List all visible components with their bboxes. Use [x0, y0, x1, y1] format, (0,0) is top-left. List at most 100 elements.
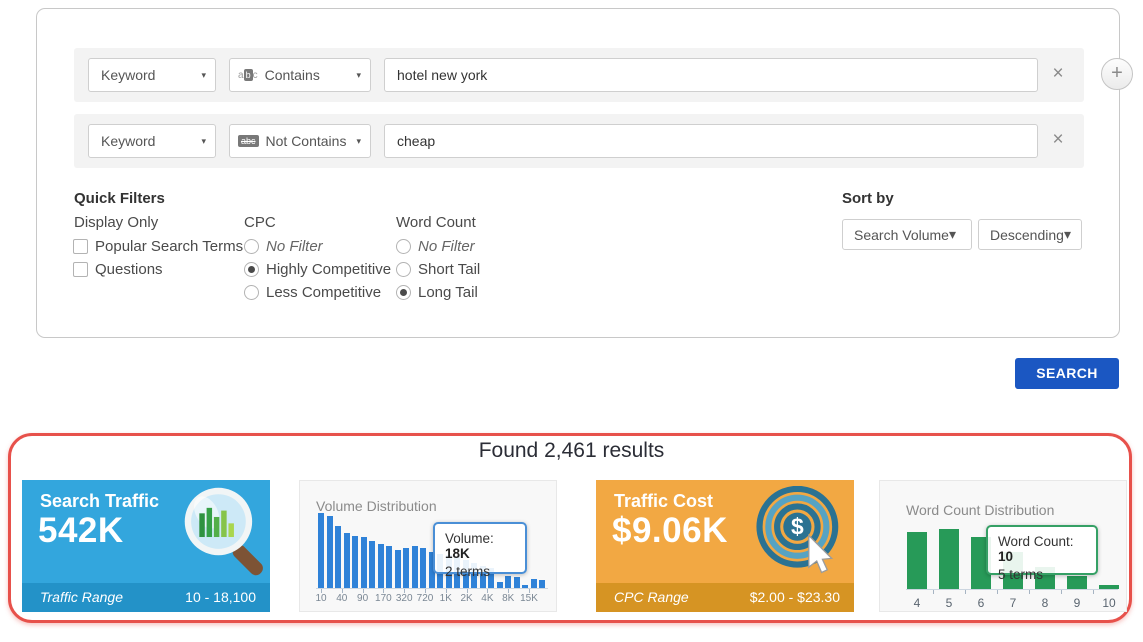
axis-tick-label: 15K: [520, 593, 538, 604]
chevron-down-icon: ▾: [356, 135, 361, 146]
histogram-bar: [539, 580, 546, 588]
axis-tick-label: 6: [977, 596, 985, 610]
keyword-filter-input[interactable]: [384, 124, 1038, 158]
traffic-cost-card: Traffic Cost $9.06K $ CPC Range $2.00 - …: [596, 480, 854, 612]
remove-filter-button[interactable]: ×: [1052, 129, 1064, 150]
search-traffic-card: Search Traffic 542K Traffic Range 10 - 1…: [22, 480, 270, 612]
card-footer: Traffic Range 10 - 18,100: [22, 583, 270, 612]
magnifier-chart-icon: [184, 487, 263, 576]
histogram-bar: [360, 537, 367, 588]
axis-tick-label: 8: [1041, 596, 1049, 610]
card-title: Search Traffic: [40, 491, 160, 511]
axis-tick-mark: [1061, 590, 1062, 594]
chevron-down-icon: ▾: [356, 69, 361, 80]
axis-tick-label: 90: [357, 593, 369, 604]
radio-icon[interactable]: [396, 238, 411, 254]
histogram-bar: [428, 552, 435, 588]
remove-filter-button[interactable]: ×: [1052, 63, 1064, 84]
filter-row: Keyword ▾ abc Contains ▾ ×: [74, 48, 1084, 102]
svg-text:$: $: [791, 514, 804, 540]
axis-tick-label: 7: [1009, 596, 1017, 610]
axis-tick-label: 4: [913, 596, 921, 610]
histogram-bar: [522, 585, 529, 588]
radio-cpc-no-filter[interactable]: No Filter: [244, 237, 323, 255]
axis-tick-mark: [445, 589, 447, 593]
search-button[interactable]: SEARCH: [1015, 358, 1119, 389]
axis-tick-mark: [383, 589, 385, 593]
radio-icon[interactable]: [396, 284, 411, 300]
histogram-bar: [488, 568, 495, 588]
checkbox-icon[interactable]: [73, 261, 88, 277]
histogram-bar: [386, 546, 393, 588]
field-select[interactable]: Keyword ▾: [88, 58, 216, 92]
search-traffic-value: 542K: [38, 511, 124, 550]
operator-select-value: Not Contains: [265, 133, 347, 149]
filter-row: Keyword ▾ abc Not Contains ▾ ×: [74, 114, 1084, 168]
radio-cpc-less-competitive[interactable]: Less Competitive: [244, 283, 381, 301]
histogram-bar: [411, 546, 418, 588]
sort-direction-select[interactable]: Descending ▾: [978, 219, 1082, 250]
field-select-value: Keyword: [101, 133, 156, 149]
field-select[interactable]: Keyword ▾: [88, 124, 216, 158]
dollar-target-icon: $: [756, 486, 839, 574]
histogram-bar: [369, 541, 376, 588]
operator-select-value: Contains: [264, 67, 320, 83]
radio-icon[interactable]: [244, 284, 259, 300]
histogram-bar: [496, 582, 503, 588]
plus-icon: +: [1111, 62, 1123, 84]
histogram-bar: [471, 563, 478, 588]
histogram-bar: [907, 532, 927, 589]
checkbox-icon[interactable]: [73, 238, 88, 254]
radio-cpc-highly-competitive[interactable]: Highly Competitive: [244, 260, 391, 278]
axis-tick-label: 320: [395, 593, 413, 604]
word-count-distribution-card: Word Count Distribution 4 5 6 7 8 9 10 Word Co…: [879, 480, 1127, 612]
volume-tooltip: Volume: 18K 2 terms: [433, 522, 527, 579]
checkbox-popular-search-terms[interactable]: Popular Search Terms: [73, 237, 243, 255]
card-footer: CPC Range $2.00 - $23.30: [596, 583, 854, 612]
radio-wc-no-filter[interactable]: No Filter: [396, 237, 475, 255]
axis-tick-label: 720: [416, 593, 434, 604]
add-filter-button[interactable]: +: [1101, 58, 1133, 90]
traffic-range-label: Traffic Range: [40, 589, 123, 605]
axis-tick-label: 1K: [439, 593, 452, 604]
word-count-x-axis: 4 5 6 7 8 9 10: [906, 589, 1118, 610]
chevron-down-icon: ▾: [201, 69, 206, 80]
histogram-bar: [318, 513, 325, 588]
axis-tick-mark: [341, 589, 343, 593]
axis-tick-mark: [425, 589, 426, 593]
axis-tick-mark: [404, 589, 406, 593]
radio-icon[interactable]: [396, 261, 411, 277]
axis-tick-mark: [508, 589, 510, 593]
axis-tick-mark: [487, 589, 489, 593]
axis-tick-mark: [466, 589, 468, 593]
operator-select[interactable]: abc Not Contains ▾: [229, 124, 371, 158]
word-count-chart: [906, 511, 1119, 589]
quick-filters-title: Quick Filters: [74, 190, 165, 207]
sort-field-select[interactable]: Search Volume ▾: [842, 219, 972, 250]
checkbox-questions[interactable]: Questions: [73, 260, 163, 278]
cpc-range-label: CPC Range: [614, 589, 689, 605]
histogram-bar: [513, 577, 520, 588]
field-select-value: Keyword: [101, 67, 156, 83]
histogram-bar: [505, 576, 512, 588]
axis-tick-label: 8K: [502, 593, 515, 604]
histogram-bar: [326, 516, 333, 588]
axis-tick-mark: [1029, 590, 1030, 594]
radio-wc-long-tail[interactable]: Long Tail: [396, 283, 478, 301]
keyword-filter-input[interactable]: [384, 58, 1038, 92]
display-only-label: Display Only: [74, 214, 159, 231]
axis-tick-label: 170: [375, 593, 392, 604]
histogram-bar: [403, 548, 410, 588]
word-count-tooltip: Word Count: 10 5 terms: [986, 525, 1098, 582]
axis-tick-label: 40: [336, 593, 348, 604]
radio-icon[interactable]: [244, 238, 259, 254]
chevron-down-icon: ▾: [1063, 226, 1071, 242]
radio-wc-short-tail[interactable]: Short Tail: [396, 260, 480, 278]
histogram-bar: [420, 548, 427, 588]
histogram-bar: [343, 533, 350, 588]
chart-title: Word Count Distribution: [906, 502, 1055, 518]
radio-icon[interactable]: [244, 261, 259, 277]
histogram-bar: [394, 550, 401, 588]
